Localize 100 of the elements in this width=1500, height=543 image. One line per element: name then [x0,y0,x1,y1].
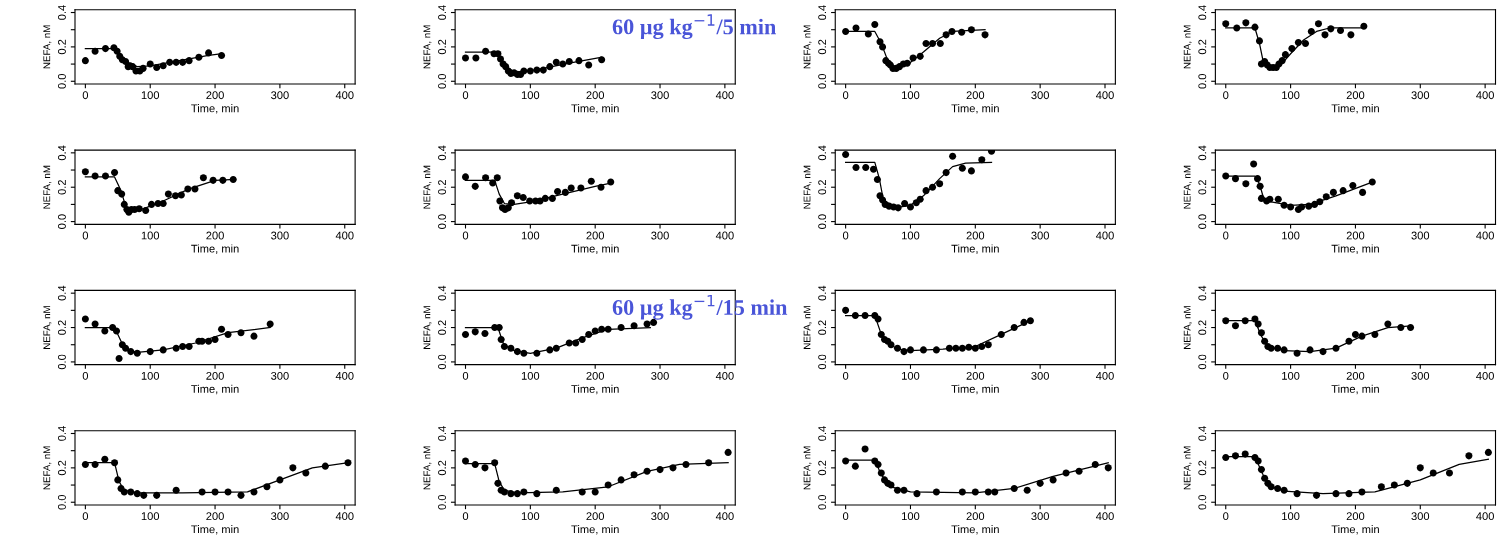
y-tick-label: 0.2 [438,39,446,55]
x-tick-label: 200 [1346,371,1365,380]
x-tick-label: 200 [1346,231,1365,240]
y-tick-label: 0.4 [818,5,827,20]
y-tick-label: 0.4 [1198,145,1207,161]
x-tick-label: 400 [1095,231,1114,240]
x-axis-title: Time, min [1331,104,1379,114]
x-axis-title: Time, min [1331,525,1379,535]
x-tick-label: 0 [842,91,849,100]
x-tick-label: 0 [82,91,89,100]
x-tick-label: 0 [82,371,89,380]
x-tick-label: 200 [586,231,605,240]
x-tick-label: 400 [335,231,354,240]
x-tick-label: 300 [1031,512,1049,521]
y-tick-label: 0.4 [818,285,827,301]
y-tick-label: 0.0 [438,494,446,510]
x-tick-label: 100 [902,231,920,240]
x-tick-label: 200 [206,512,224,521]
y-tick-label: 0.0 [438,214,446,229]
y-tick-label: 0.4 [1198,285,1207,301]
y-tick-label: 0.2 [438,460,446,476]
y-tick-label: 0.2 [57,460,66,476]
x-axis-title: Time, min [1331,244,1379,254]
x-tick-label: 0 [1223,371,1229,380]
x-tick-label: 400 [1095,91,1114,100]
x-axis-title: Time, min [191,525,239,535]
x-tick-label: 300 [1031,91,1049,100]
x-tick-label: 400 [335,91,354,100]
y-tick-label: 0.0 [57,214,66,229]
y-tick-label: 0.4 [818,145,827,161]
x-tick-label: 0 [462,91,469,100]
y-tick-label: 0.4 [818,426,827,441]
y-tick-label: 0.2 [57,39,66,55]
y-tick-label: 0.2 [818,39,827,55]
y-axis-title: NEFA, nM [1183,306,1192,349]
y-axis-title: NEFA, nM [423,25,432,69]
y-axis-title: NEFA, nM [43,165,52,209]
x-tick-label: 300 [1031,231,1049,240]
x-tick-label: 400 [1095,512,1114,521]
y-axis-title: NEFA, nM [803,25,812,69]
x-axis-title: Time, min [951,525,999,535]
y-axis-title: NEFA, nM [1183,446,1192,490]
x-tick-label: 400 [1476,231,1494,240]
x-tick-label: 0 [842,512,849,521]
y-axis-title: NEFA, nM [423,446,432,490]
x-axis-title: Time, min [571,244,619,254]
x-tick-label: 200 [966,91,985,100]
x-tick-label: 100 [521,91,540,100]
x-tick-label: 100 [1282,512,1300,521]
x-tick-label: 300 [271,91,289,100]
x-tick-label: 300 [1411,231,1430,240]
x-tick-label: 400 [335,512,354,521]
x-axis-title: Time, min [571,104,619,114]
x-axis-title: Time, min [191,104,239,114]
y-tick-label: 0.2 [1198,39,1207,55]
x-tick-label: 400 [1476,512,1494,521]
x-tick-label: 300 [1411,91,1430,100]
x-tick-label: 0 [842,231,849,240]
y-tick-label: 0.4 [57,426,66,441]
y-tick-label: 0.4 [1198,426,1207,441]
x-tick-label: 100 [521,512,540,521]
x-tick-label: 400 [715,371,734,380]
x-tick-label: 200 [586,91,605,100]
x-tick-label: 300 [271,371,289,380]
x-axis-title: Time, min [191,384,239,395]
x-tick-label: 400 [715,512,734,521]
y-tick-label: 0.2 [1198,180,1207,195]
y-tick-label: 0.2 [438,320,446,335]
x-tick-label: 200 [1346,91,1365,100]
y-tick-label: 0.0 [57,73,66,89]
y-tick-label: 0.2 [818,180,827,195]
x-tick-label: 300 [1031,371,1049,380]
y-tick-label: 0.4 [57,5,66,20]
y-tick-label: 0.2 [57,180,66,195]
y-tick-label: 0.0 [1198,214,1207,229]
x-tick-label: 300 [651,512,669,521]
x-tick-label: 400 [1476,371,1494,380]
y-axis-title: NEFA, nM [803,306,812,349]
x-tick-label: 400 [715,231,734,240]
x-tick-label: 200 [1346,512,1365,521]
y-tick-label: 0.0 [1198,73,1207,89]
y-tick-label: 0.0 [57,354,66,370]
x-tick-label: 100 [902,371,920,380]
y-tick-label: 0.2 [1198,460,1207,476]
x-tick-label: 0 [82,512,89,521]
x-tick-label: 0 [1223,91,1229,100]
x-tick-label: 200 [206,91,224,100]
x-axis-title: Time, min [951,384,999,395]
x-axis-title: Time, min [951,104,999,114]
x-tick-label: 200 [966,371,985,380]
y-tick-label: 0.0 [818,214,827,229]
y-tick-label: 0.0 [1198,354,1207,370]
y-tick-label: 0.4 [57,145,66,161]
x-tick-label: 100 [521,371,540,380]
x-tick-label: 200 [586,512,605,521]
x-tick-label: 100 [902,512,920,521]
y-axis-title: NEFA, nM [1183,165,1192,209]
y-tick-label: 0.2 [818,460,827,476]
y-tick-label: 0.0 [818,354,827,370]
x-axis-title: Time, min [951,244,999,254]
